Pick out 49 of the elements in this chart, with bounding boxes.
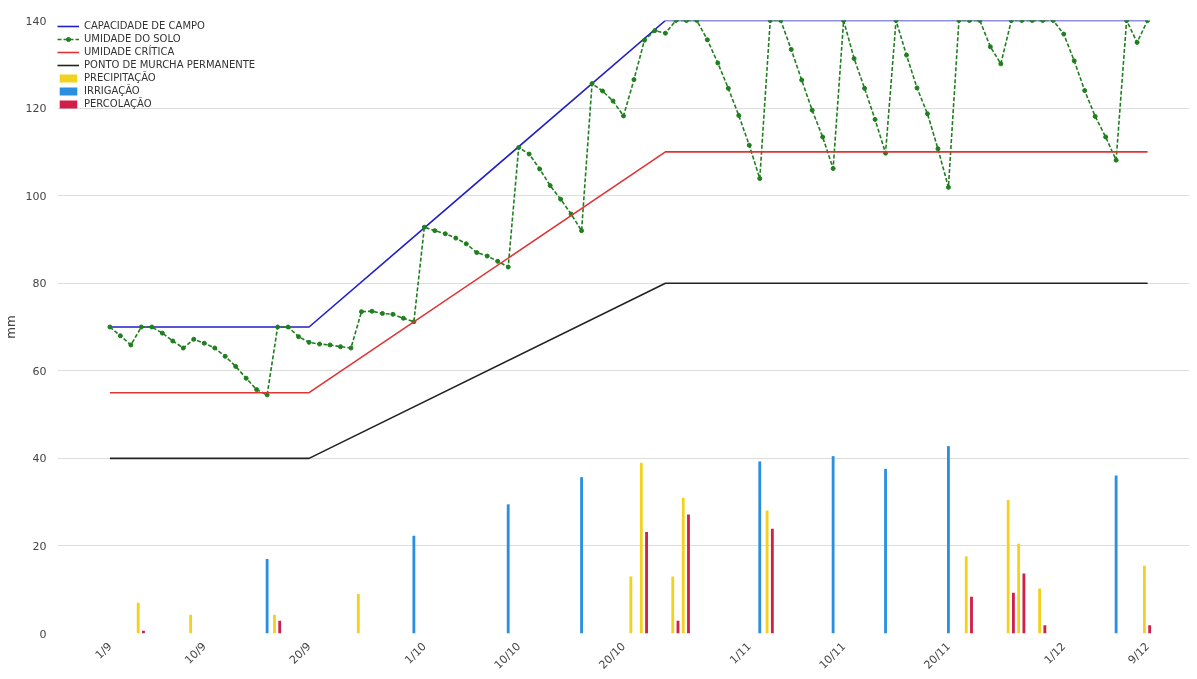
bar: [1148, 625, 1152, 634]
bar: [1012, 592, 1015, 634]
bar: [947, 446, 950, 634]
bar: [580, 477, 583, 634]
legend-label: CAPACIDADE DE CAMPO: [84, 20, 205, 31]
bar: [639, 462, 643, 634]
bar: [1017, 543, 1021, 634]
bar: [273, 614, 276, 634]
bar: [1114, 475, 1118, 634]
bar: [645, 531, 648, 634]
y-tick-label: 80: [32, 277, 47, 291]
bar: [671, 576, 675, 634]
bar: [1006, 499, 1010, 634]
legend-label: UMIDADE DO SOLO: [84, 33, 181, 44]
bar: [687, 514, 690, 634]
bar: [970, 596, 973, 634]
legend-label: PERCOLAÇÃO: [84, 98, 152, 109]
bar: [1022, 573, 1026, 634]
bar: [265, 559, 269, 634]
y-tick-label: 100: [25, 189, 47, 203]
bar: [681, 497, 685, 634]
y-tick-label: 60: [32, 364, 47, 378]
bar: [964, 556, 968, 634]
bar: [831, 456, 835, 634]
bar: [189, 614, 193, 634]
bar: [278, 620, 282, 634]
bar: [765, 510, 769, 634]
bar: [629, 576, 633, 634]
y-axis-title: mm: [3, 315, 18, 339]
bar: [1038, 588, 1042, 634]
bar: [1143, 565, 1146, 634]
y-tick-label: 0: [39, 627, 47, 641]
legend-label: IRRIGAÇÃO: [84, 85, 140, 96]
y-tick-label: 20: [32, 539, 47, 553]
bar: [770, 528, 774, 634]
bar: [758, 461, 762, 634]
bar: [136, 602, 140, 634]
bar: [356, 594, 360, 634]
y-tick-label: 120: [25, 102, 47, 116]
legend-label: PRECIPITAÇÃO: [84, 72, 156, 83]
x-tick-label: 1/9: [92, 639, 115, 662]
legend-label: UMIDADE CRÍTICA: [84, 46, 175, 57]
y-tick-label: 40: [32, 452, 47, 466]
bar: [884, 468, 887, 634]
bar: [506, 504, 510, 634]
bar: [412, 535, 416, 634]
bar: [1043, 625, 1047, 634]
legend-label: PONTO DE MURCHA PERMANENTE: [84, 59, 256, 70]
y-tick-label: 140: [25, 14, 47, 28]
